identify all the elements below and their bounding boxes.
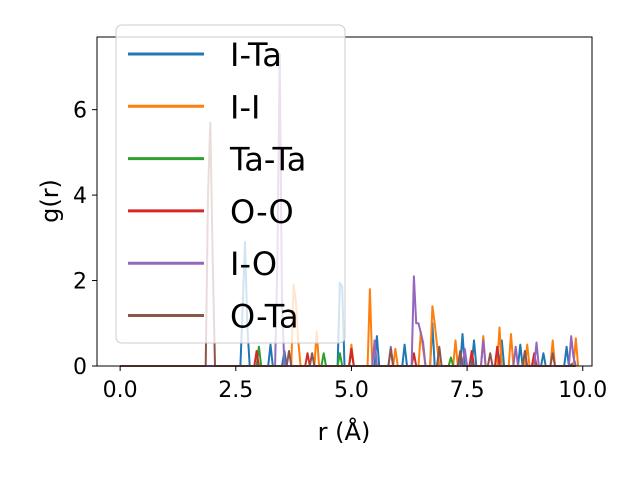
legend-label-i-o: I-O: [230, 245, 277, 283]
y-tick-label: 2: [73, 270, 87, 295]
x-tick-label: 0.0: [103, 378, 138, 403]
x-tick-label: 5.0: [334, 378, 369, 403]
legend-label-ta-ta: Ta-Ta: [229, 141, 306, 179]
y-tick-label: 0: [73, 355, 87, 380]
y-tick-label: 6: [73, 99, 87, 124]
legend-label-o-o: O-O: [230, 193, 294, 231]
legend-label-i-i: I-I: [230, 88, 260, 126]
y-tick-label: 4: [73, 184, 87, 209]
x-axis-label: r (Å): [318, 417, 371, 446]
y-axis-label: g(r): [36, 179, 64, 223]
legend-label-o-ta: O-Ta: [230, 298, 299, 336]
legend: I-Ta I-I Ta-Ta O-O I-O O-Ta: [115, 24, 346, 344]
x-axis: 0.0 2.5 5.0 7.5 10.0: [103, 366, 607, 403]
series-line-ta-ta: [120, 345, 574, 367]
series-line-o-o: [120, 345, 574, 367]
y-axis: 0 2 4 6: [73, 99, 97, 380]
legend-label-i-ta: I-Ta: [230, 36, 282, 74]
x-tick-label: 10.0: [558, 378, 607, 403]
x-tick-label: 7.5: [450, 378, 485, 403]
x-tick-label: 2.5: [218, 378, 253, 403]
